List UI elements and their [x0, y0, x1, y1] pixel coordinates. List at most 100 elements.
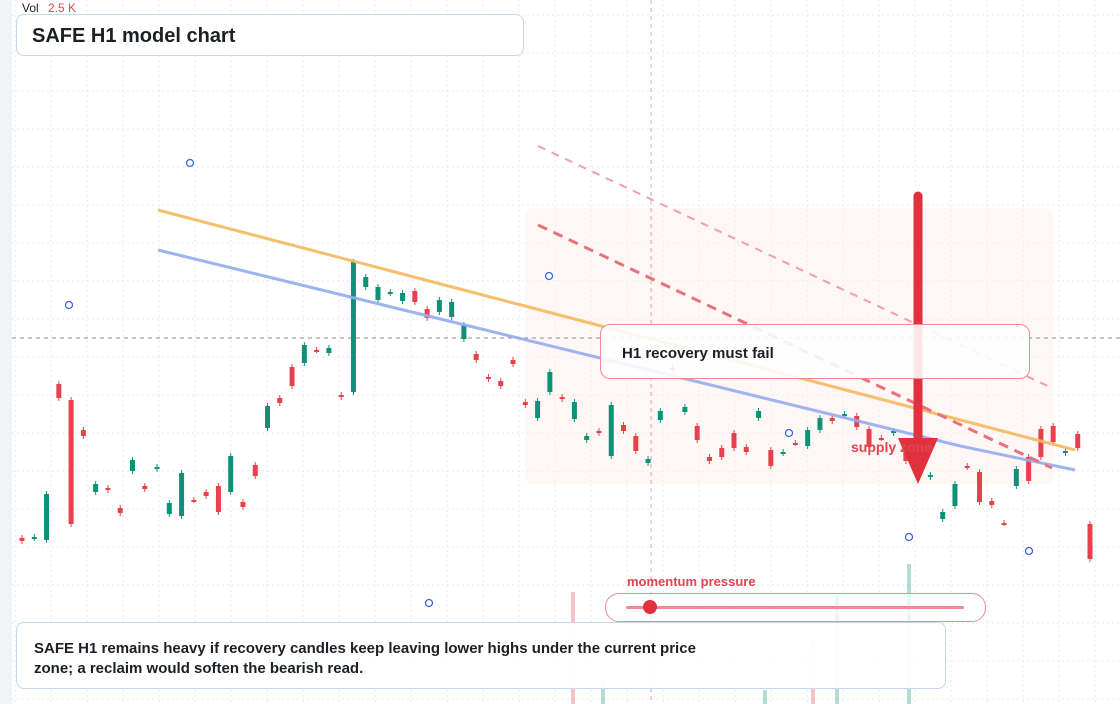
candle-body — [129, 460, 135, 471]
volume-bar — [601, 680, 605, 704]
candle-body — [314, 350, 320, 352]
volume-value: 2.5 K — [48, 1, 77, 15]
candle-body — [792, 443, 798, 445]
candle-body — [449, 302, 455, 317]
candle-body — [154, 467, 160, 469]
candle-body — [768, 450, 774, 466]
candle-body — [608, 405, 614, 456]
candle-body — [940, 512, 946, 519]
candle-body — [719, 448, 725, 457]
candle-body — [596, 431, 602, 433]
candle-body — [228, 456, 234, 492]
candle-body — [301, 345, 307, 363]
candle-body — [706, 457, 712, 461]
candle-body — [31, 537, 37, 539]
candle-body — [927, 475, 933, 477]
candle-body — [191, 500, 197, 502]
candle-body — [166, 503, 172, 514]
candle-body — [547, 372, 553, 392]
analysis-note-panel: SAFE H1 remains heavy if recovery candle… — [16, 622, 946, 689]
candle-body — [694, 426, 700, 440]
candle-body — [68, 400, 74, 524]
signal-marker — [904, 532, 914, 542]
candle-body — [989, 501, 995, 505]
candle-body — [1062, 451, 1068, 453]
candle-body — [252, 465, 258, 476]
candle-body — [485, 377, 491, 379]
candle-body — [805, 430, 811, 446]
candle-body — [878, 438, 884, 440]
signal-marker — [544, 271, 554, 281]
signal-marker — [185, 158, 195, 168]
candle-body — [1087, 524, 1093, 559]
candle-body — [461, 325, 467, 339]
candle-body — [977, 472, 983, 502]
candle-body — [326, 348, 332, 353]
candle-body — [412, 291, 418, 302]
candle-body — [743, 447, 749, 452]
candle-body — [1050, 426, 1056, 442]
candle-body — [142, 486, 148, 489]
candle-body — [498, 381, 504, 386]
candle-body — [338, 395, 344, 397]
candle-body — [240, 502, 246, 507]
candle-body — [375, 287, 381, 300]
momentum-marker — [642, 600, 657, 614]
candle-body — [44, 494, 50, 540]
candle-body — [1038, 429, 1044, 457]
momentum-gauge — [605, 593, 986, 622]
candle-body — [633, 436, 639, 451]
candle-body — [621, 425, 627, 431]
signal-marker — [64, 300, 74, 310]
candle-body — [559, 397, 565, 399]
signal-marker — [1024, 546, 1034, 556]
candle-body — [817, 418, 823, 430]
candle-body — [1075, 434, 1081, 448]
candle-body — [756, 411, 762, 418]
candle-body — [80, 430, 86, 436]
momentum-label: momentum pressure — [627, 574, 756, 589]
resistance-line-lower — [537, 223, 1053, 470]
momentum-track — [626, 606, 964, 609]
candle-body — [866, 429, 872, 447]
candle-body — [1026, 457, 1032, 481]
candle-body — [363, 277, 369, 287]
candle-body — [1001, 523, 1007, 525]
candle-body — [657, 411, 663, 420]
candle-body — [584, 436, 590, 440]
candle-body — [436, 300, 442, 312]
candle-body — [841, 414, 847, 416]
analysis-note: SAFE H1 remains heavy if recovery candle… — [34, 640, 696, 677]
candle-body — [424, 309, 430, 318]
setup-callout: H1 recovery must fail — [600, 324, 1030, 379]
candle-body — [400, 293, 406, 301]
candle-body — [93, 484, 99, 492]
volume-readout: Vol 2.5 K — [22, 1, 76, 15]
candle-body — [964, 466, 970, 468]
signal-marker — [424, 598, 434, 608]
signal-marker — [784, 428, 794, 438]
candle-body — [535, 401, 541, 418]
volume-bar — [763, 690, 767, 704]
candle-body — [780, 452, 786, 454]
candle-body — [387, 292, 393, 294]
candle-body — [522, 402, 528, 405]
bearish-arrow-head — [898, 438, 938, 484]
candle-body — [265, 406, 271, 428]
candle-body — [203, 492, 209, 496]
candle-body — [179, 473, 185, 516]
candle-body — [56, 384, 62, 398]
candle-body — [571, 402, 577, 419]
chart-title-panel: SAFE H1 model chart — [16, 14, 524, 56]
candle-body — [277, 398, 283, 403]
supply-zone-label: supply zone — [851, 439, 932, 455]
candle-body — [510, 360, 516, 364]
candle-body — [731, 433, 737, 448]
candle-body — [952, 484, 958, 506]
candle-body — [105, 488, 111, 490]
price-axis-strip — [0, 0, 12, 704]
volume-label: Vol — [22, 1, 39, 15]
resistance-line-upper — [537, 145, 1053, 389]
setup-label: H1 recovery must fail — [622, 345, 774, 362]
